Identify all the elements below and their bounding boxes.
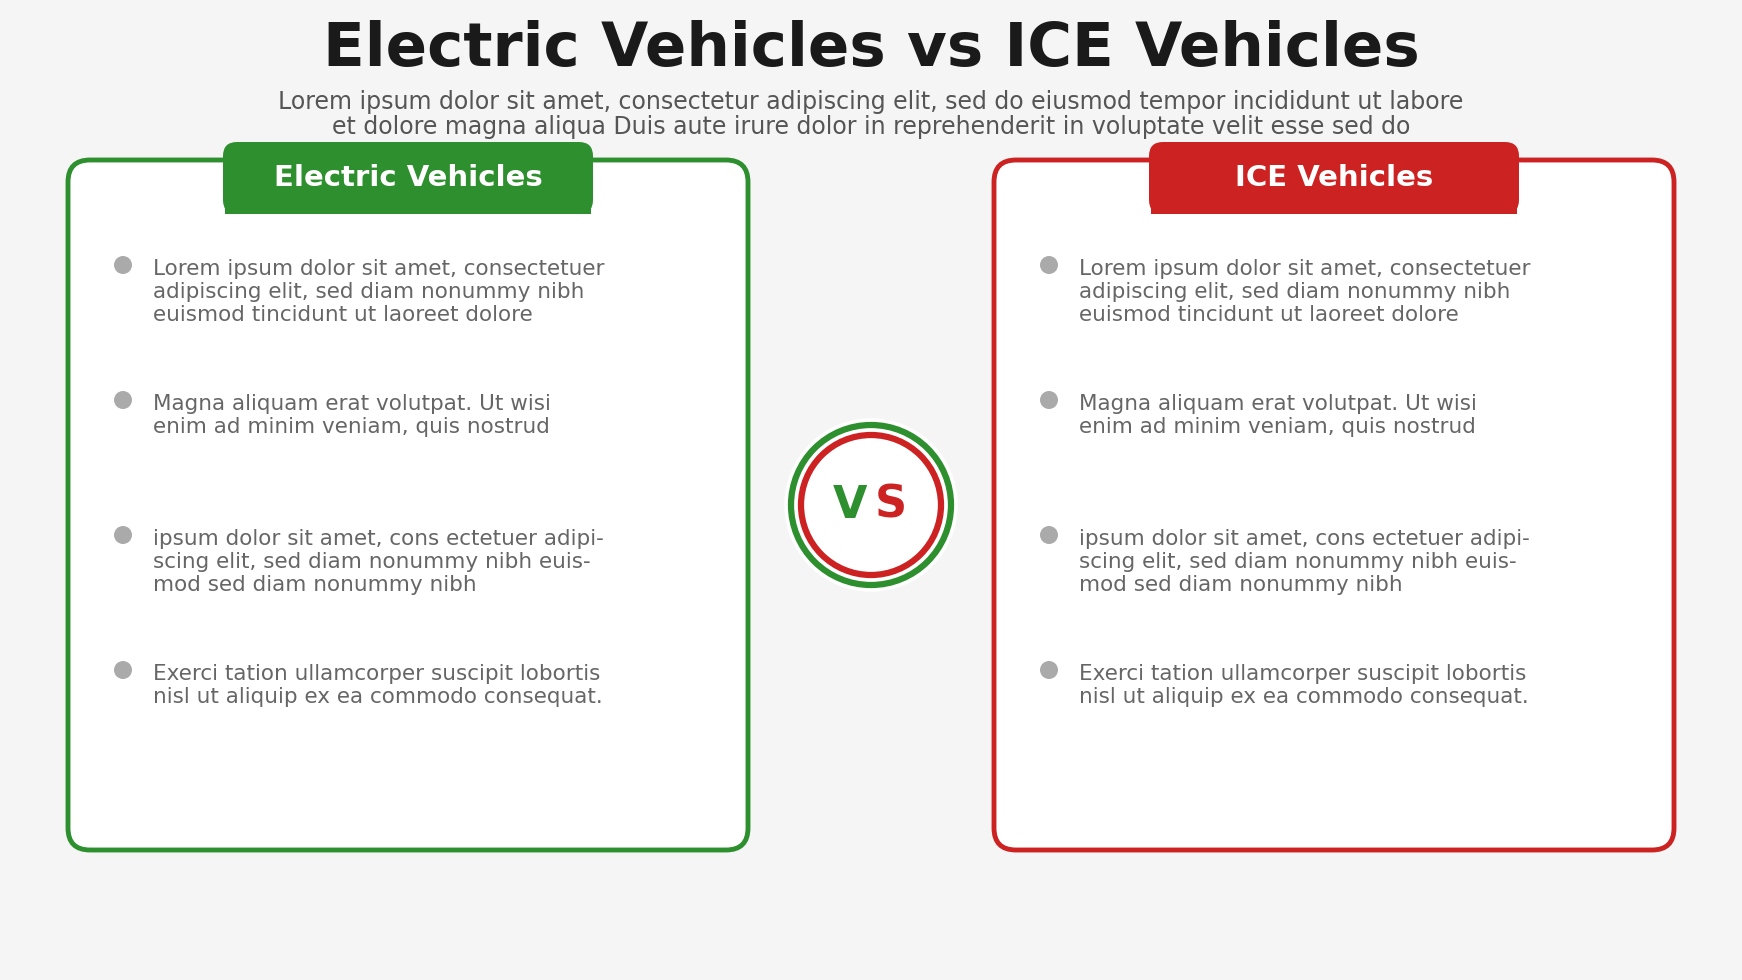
FancyBboxPatch shape — [995, 160, 1674, 850]
Polygon shape — [225, 189, 591, 214]
Text: Lorem ipsum dolor sit amet, consectetuer: Lorem ipsum dolor sit amet, consectetuer — [153, 259, 604, 279]
FancyBboxPatch shape — [223, 142, 592, 214]
Text: mod sed diam nonummy nibh: mod sed diam nonummy nibh — [1078, 575, 1402, 595]
Circle shape — [786, 419, 956, 591]
Text: ICE Vehicles: ICE Vehicles — [1235, 164, 1434, 192]
Text: Electric Vehicles vs ICE Vehicles: Electric Vehicles vs ICE Vehicles — [322, 21, 1420, 79]
Text: ipsum dolor sit amet, cons ectetuer adipi-: ipsum dolor sit amet, cons ectetuer adip… — [153, 529, 604, 549]
Circle shape — [1040, 391, 1057, 409]
FancyBboxPatch shape — [68, 160, 747, 850]
Circle shape — [1040, 526, 1057, 544]
Circle shape — [113, 256, 132, 274]
Text: euismod tincidunt ut laoreet dolore: euismod tincidunt ut laoreet dolore — [153, 305, 533, 325]
Polygon shape — [1151, 189, 1517, 214]
Text: Lorem ipsum dolor sit amet, consectetuer: Lorem ipsum dolor sit amet, consectetuer — [1078, 259, 1531, 279]
FancyBboxPatch shape — [1150, 142, 1519, 214]
Text: enim ad minim veniam, quis nostrud: enim ad minim veniam, quis nostrud — [153, 417, 550, 437]
Circle shape — [113, 661, 132, 679]
Text: mod sed diam nonummy nibh: mod sed diam nonummy nibh — [153, 575, 477, 595]
Text: ipsum dolor sit amet, cons ectetuer adipi-: ipsum dolor sit amet, cons ectetuer adip… — [1078, 529, 1529, 549]
Text: euismod tincidunt ut laoreet dolore: euismod tincidunt ut laoreet dolore — [1078, 305, 1458, 325]
Text: et dolore magna aliqua Duis aute irure dolor in reprehenderit in voluptate velit: et dolore magna aliqua Duis aute irure d… — [331, 115, 1411, 139]
Circle shape — [801, 435, 941, 575]
Text: Magna aliquam erat volutpat. Ut wisi: Magna aliquam erat volutpat. Ut wisi — [153, 394, 550, 414]
Text: nisl ut aliquip ex ea commodo consequat.: nisl ut aliquip ex ea commodo consequat. — [153, 687, 603, 707]
Text: adipiscing elit, sed diam nonummy nibh: adipiscing elit, sed diam nonummy nibh — [153, 282, 584, 302]
Text: nisl ut aliquip ex ea commodo consequat.: nisl ut aliquip ex ea commodo consequat. — [1078, 687, 1529, 707]
Text: adipiscing elit, sed diam nonummy nibh: adipiscing elit, sed diam nonummy nibh — [1078, 282, 1510, 302]
Circle shape — [113, 391, 132, 409]
Text: scing elit, sed diam nonummy nibh euis-: scing elit, sed diam nonummy nibh euis- — [1078, 552, 1517, 572]
Text: Magna aliquam erat volutpat. Ut wisi: Magna aliquam erat volutpat. Ut wisi — [1078, 394, 1477, 414]
Circle shape — [1040, 256, 1057, 274]
Text: scing elit, sed diam nonummy nibh euis-: scing elit, sed diam nonummy nibh euis- — [153, 552, 591, 572]
Circle shape — [1040, 661, 1057, 679]
Text: S: S — [874, 483, 908, 526]
Text: Exerci tation ullamcorper suscipit lobortis: Exerci tation ullamcorper suscipit lobor… — [1078, 664, 1526, 684]
Text: enim ad minim veniam, quis nostrud: enim ad minim veniam, quis nostrud — [1078, 417, 1475, 437]
Circle shape — [113, 526, 132, 544]
Text: Lorem ipsum dolor sit amet, consectetur adipiscing elit, sed do eiusmod tempor i: Lorem ipsum dolor sit amet, consectetur … — [279, 90, 1463, 114]
Text: Electric Vehicles: Electric Vehicles — [273, 164, 542, 192]
Text: Exerci tation ullamcorper suscipit lobortis: Exerci tation ullamcorper suscipit lobor… — [153, 664, 601, 684]
Text: V: V — [833, 483, 868, 526]
